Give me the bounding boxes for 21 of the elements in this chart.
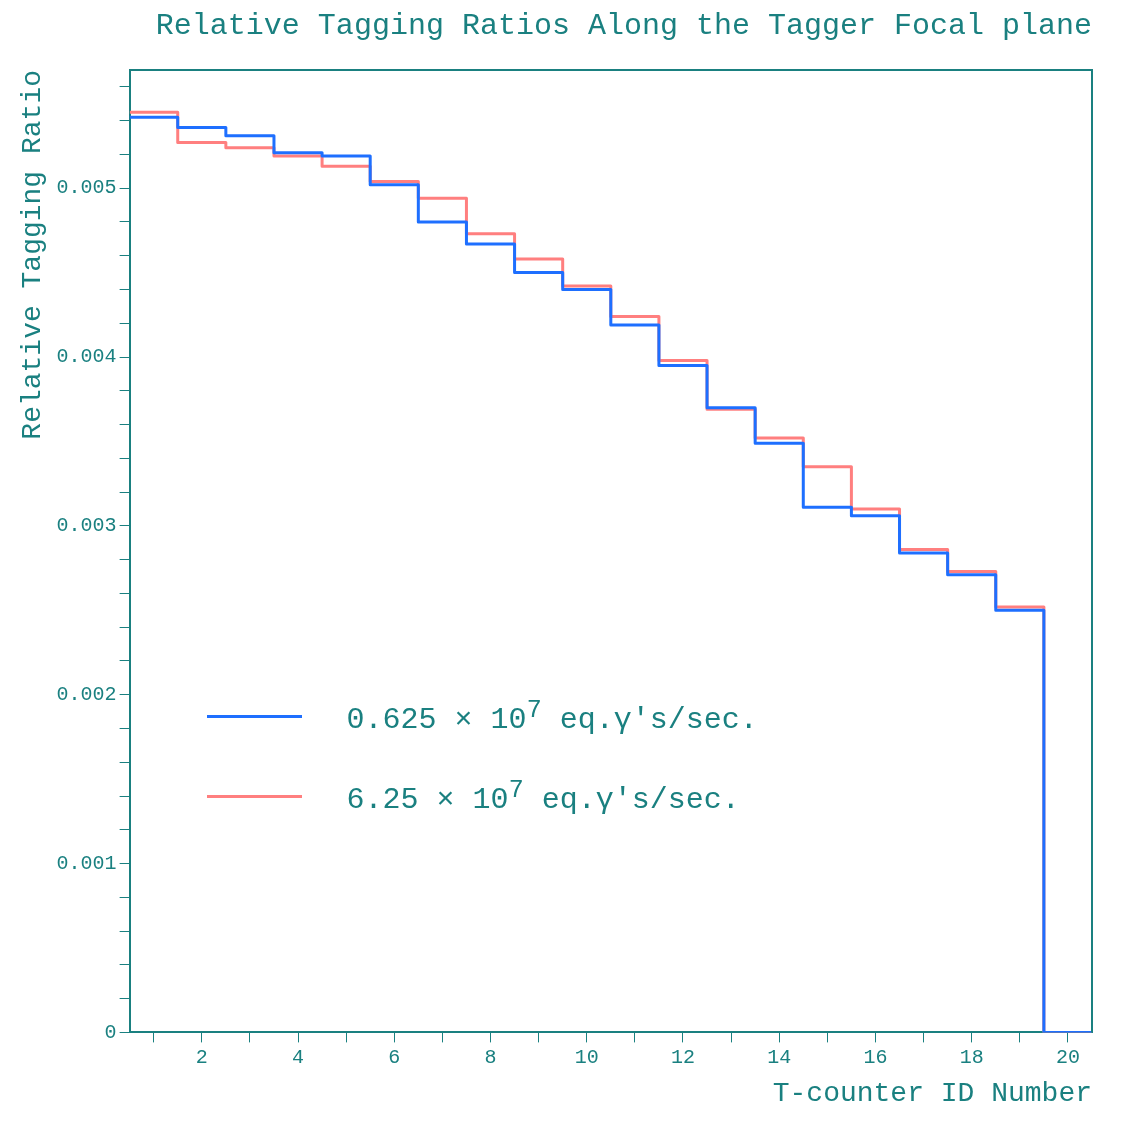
y-axis-title: Relative Tagging Ratio xyxy=(17,70,49,440)
x-tick-label: 4 xyxy=(292,1045,305,1069)
y-tick-label: 0.003 xyxy=(56,514,117,538)
legend-label: 0.625 × 10$^{7}$ eq.γ's/sec. xyxy=(346,695,758,737)
x-tick-label: 8 xyxy=(484,1045,497,1069)
x-tick-label: 2 xyxy=(195,1045,208,1069)
y-tick-label: 0.001 xyxy=(56,851,117,875)
y-tick-label: 0.004 xyxy=(56,345,117,369)
x-tick-label: 16 xyxy=(863,1045,888,1069)
y-tick-label: 0 xyxy=(104,1020,117,1044)
x-tick-label: 14 xyxy=(767,1045,792,1069)
x-axis-title: T-counter ID Number xyxy=(772,1077,1092,1109)
x-tick-label: 6 xyxy=(388,1045,401,1069)
x-tick-label: 18 xyxy=(959,1045,984,1069)
y-tick-label: 0.002 xyxy=(56,683,117,707)
legend-label: 6.25 × 10$^{7}$ eq.γ's/sec. xyxy=(346,775,740,817)
x-tick-label: 20 xyxy=(1055,1045,1080,1069)
x-tick-label: 12 xyxy=(670,1045,695,1069)
y-tick-label: 0.005 xyxy=(56,176,117,200)
chart-title: Relative Tagging Ratios Along the Tagger Focal plane xyxy=(155,8,1092,43)
x-tick-label: 10 xyxy=(574,1045,599,1069)
